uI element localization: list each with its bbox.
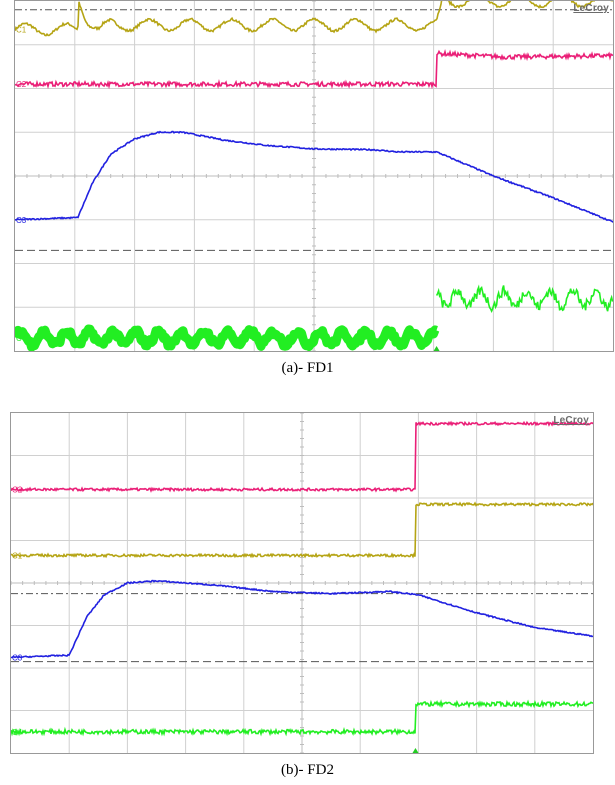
channel-marker-c3: C3	[16, 216, 27, 225]
figure-caption-a: (a)- FD1	[281, 360, 334, 376]
channel-marker-c2: C2	[12, 486, 23, 495]
trace-c3: C3	[15, 130, 613, 225]
trigger-marker	[412, 748, 419, 753]
oscilloscope-panel-a: C1 C2 C3 C4 LeCroy	[14, 0, 614, 352]
trace-line-c4	[11, 699, 593, 737]
brand-label-a: LeCroy	[573, 3, 609, 14]
channel-marker-c4: C4	[12, 728, 23, 737]
trace-c1: C1	[15, 1, 613, 37]
trace-line-c3	[15, 130, 613, 223]
grid	[11, 413, 593, 753]
trace-c3: C3	[11, 579, 593, 662]
figure-caption-b: (b)- FD2	[281, 762, 334, 778]
trace-line-c2	[15, 49, 613, 90]
trace-c2: C2	[15, 49, 613, 90]
trace-c2: C2	[11, 420, 593, 495]
trace-line-c2	[11, 420, 593, 493]
oscilloscope-plot-a: C1 C2 C3 C4	[15, 1, 613, 351]
channel-marker-c1: C1	[16, 25, 27, 34]
trigger-marker	[433, 346, 440, 351]
trace-c4: C4	[11, 699, 593, 737]
trace-band-c4	[15, 324, 440, 351]
channel-marker-c1: C1	[12, 551, 23, 560]
channel-marker-c3: C3	[12, 653, 23, 662]
trace-c1: C1	[11, 501, 593, 560]
trace-line-c1	[15, 1, 613, 37]
channel-marker-c4: C4	[16, 334, 27, 343]
trace-line-c4	[435, 284, 613, 313]
oscilloscope-plot-b: C2 C1 C3 C4	[11, 413, 593, 753]
trace-c4: C4	[15, 284, 613, 351]
oscilloscope-panel-b: C2 C1 C3 C4 LeCroy	[10, 412, 594, 754]
channel-marker-c2: C2	[16, 80, 27, 89]
brand-label-b: LeCroy	[553, 415, 589, 426]
trace-line-c3	[11, 579, 593, 659]
grid	[15, 1, 613, 351]
trace-line-c1	[11, 501, 593, 559]
